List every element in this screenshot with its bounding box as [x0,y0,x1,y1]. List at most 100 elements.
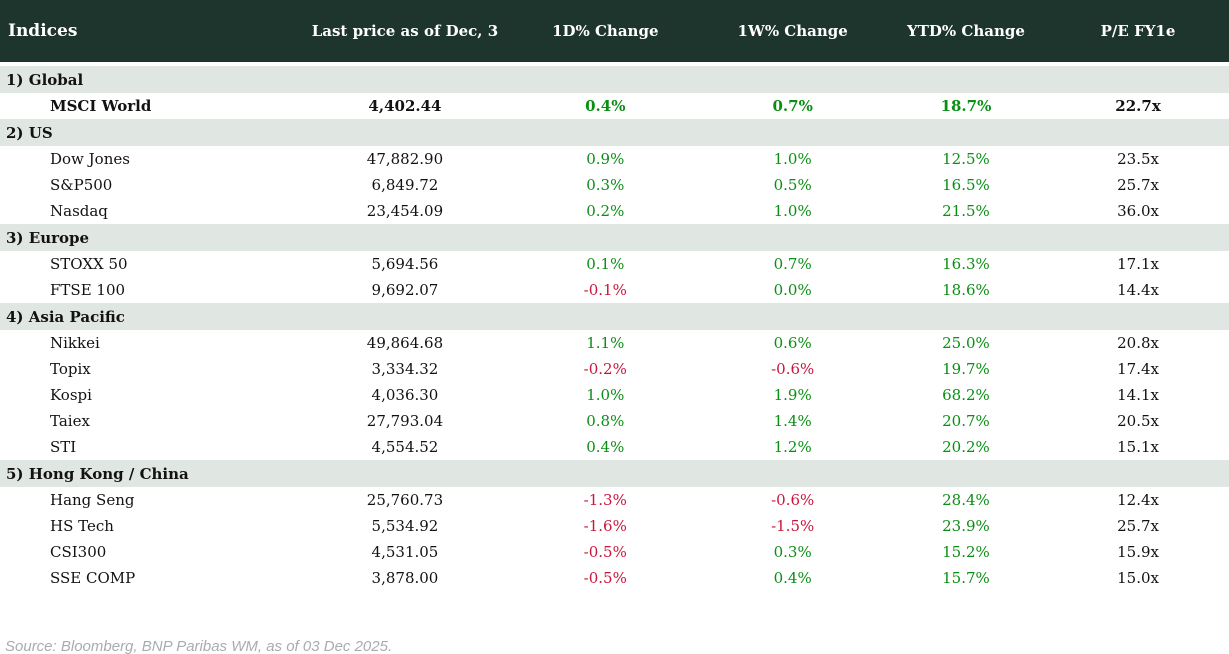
table-row: SSE COMP 3,878.00 -0.5% 0.4% 15.7% 15.0x [0,565,1229,591]
ytd-change-cell: 15.2% [884,539,1048,565]
source-note: Source: Bloomberg, BNP Paribas WM, as of… [5,638,393,654]
index-name-cell: HS Tech [0,513,300,539]
ytd-change-cell: 23.9% [884,513,1048,539]
index-name-cell: FTSE 100 [0,277,300,303]
section-label: 2) US [0,119,1229,146]
index-name-cell: Topix [0,356,300,382]
pe-cell: 17.4x [1047,356,1229,382]
index-name-cell: STOXX 50 [0,251,300,277]
table-row: Hang Seng 25,760.73 -1.3% -0.6% 28.4% 12.4x [0,487,1229,513]
w1-change-cell: 0.7% [700,251,885,277]
d1-change-cell: -1.6% [510,513,701,539]
last-price-cell: 3,334.32 [299,356,511,382]
pe-cell: 12.4x [1047,487,1229,513]
d1-change-cell: 0.2% [510,198,701,224]
section-label: 3) Europe [0,224,1229,251]
last-price-cell: 4,402.44 [299,93,511,119]
column-header: Last price as of Dec, 3 [299,0,511,62]
index-name-cell: CSI300 [0,539,300,565]
pe-cell: 15.0x [1047,565,1229,591]
d1-change-cell: 0.3% [510,172,701,198]
d1-change-cell: 0.8% [510,408,701,434]
table-row: HS Tech 5,534.92 -1.6% -1.5% 23.9% 25.7x [0,513,1229,539]
table-row: S&P500 6,849.72 0.3% 0.5% 16.5% 25.7x [0,172,1229,198]
table-row: MSCI World 4,402.44 0.4% 0.7% 18.7% 22.7x [0,93,1229,119]
w1-change-cell: 0.5% [700,172,885,198]
last-price-cell: 4,531.05 [299,539,511,565]
pe-cell: 14.4x [1047,277,1229,303]
ytd-change-cell: 16.5% [884,172,1048,198]
spacer-cell [0,62,1229,66]
index-name-cell: STI [0,434,300,460]
pe-cell: 36.0x [1047,198,1229,224]
d1-change-cell: 0.4% [510,434,701,460]
w1-change-cell: 0.3% [700,539,885,565]
d1-change-cell: 1.0% [510,382,701,408]
ytd-change-cell: 68.2% [884,382,1048,408]
pe-cell: 22.7x [1047,93,1229,119]
column-header: YTD% Change [884,0,1048,62]
w1-change-cell: 1.0% [700,146,885,172]
index-name-cell: Nasdaq [0,198,300,224]
w1-change-cell: 0.4% [700,565,885,591]
w1-change-cell: 1.0% [700,198,885,224]
pe-cell: 23.5x [1047,146,1229,172]
last-price-cell: 25,760.73 [299,487,511,513]
w1-change-cell: 0.0% [700,277,885,303]
w1-change-cell: 0.7% [700,93,885,119]
d1-change-cell: 0.9% [510,146,701,172]
index-name-cell: Dow Jones [0,146,300,172]
section-label: 1) Global [0,66,1229,93]
index-name-cell: Nikkei [0,330,300,356]
d1-change-cell: -0.1% [510,277,701,303]
last-price-cell: 5,534.92 [299,513,511,539]
pe-cell: 15.9x [1047,539,1229,565]
pe-cell: 14.1x [1047,382,1229,408]
indices-table: Indices Last price as of Dec, 3 1D% Change… [0,0,1229,591]
ytd-change-cell: 18.6% [884,277,1048,303]
pe-cell: 25.7x [1047,513,1229,539]
index-name-cell: MSCI World [0,93,300,119]
last-price-cell: 9,692.07 [299,277,511,303]
last-price-cell: 3,878.00 [299,565,511,591]
section-row: 1) Global [0,66,1229,93]
section-row: 5) Hong Kong / China [0,460,1229,487]
table-row: Nasdaq 23,454.09 0.2% 1.0% 21.5% 36.0x [0,198,1229,224]
d1-change-cell: -0.5% [510,539,701,565]
d1-change-cell: -1.3% [510,487,701,513]
w1-change-cell: -1.5% [700,513,885,539]
table-row: Kospi 4,036.30 1.0% 1.9% 68.2% 14.1x [0,382,1229,408]
ytd-change-cell: 15.7% [884,565,1048,591]
section-row: 4) Asia Pacific [0,303,1229,330]
index-name-cell: S&P500 [0,172,300,198]
ytd-change-cell: 21.5% [884,198,1048,224]
w1-change-cell: 1.4% [700,408,885,434]
last-price-cell: 4,036.30 [299,382,511,408]
table-header: Indices Last price as of Dec, 3 1D% Change… [0,0,1229,62]
ytd-change-cell: 25.0% [884,330,1048,356]
table-row: Taiex 27,793.04 0.8% 1.4% 20.7% 20.5x [0,408,1229,434]
ytd-change-cell: 20.7% [884,408,1048,434]
pe-cell: 20.5x [1047,408,1229,434]
last-price-cell: 47,882.90 [299,146,511,172]
table-row: Dow Jones 47,882.90 0.9% 1.0% 12.5% 23.5x [0,146,1229,172]
table-row: Nikkei 49,864.68 1.1% 0.6% 25.0% 20.8x [0,330,1229,356]
ytd-change-cell: 20.2% [884,434,1048,460]
index-name-cell: Hang Seng [0,487,300,513]
ytd-change-cell: 16.3% [884,251,1048,277]
table-row: FTSE 100 9,692.07 -0.1% 0.0% 18.6% 14.4x [0,277,1229,303]
table-row: CSI300 4,531.05 -0.5% 0.3% 15.2% 15.9x [0,539,1229,565]
d1-change-cell: -0.2% [510,356,701,382]
section-row: 3) Europe [0,224,1229,251]
ytd-change-cell: 12.5% [884,146,1048,172]
ytd-change-cell: 28.4% [884,487,1048,513]
w1-change-cell: -0.6% [700,487,885,513]
ytd-change-cell: 18.7% [884,93,1048,119]
index-name-cell: Kospi [0,382,300,408]
d1-change-cell: 1.1% [510,330,701,356]
column-header: Indices [0,0,300,62]
pe-cell: 25.7x [1047,172,1229,198]
table-row: STI 4,554.52 0.4% 1.2% 20.2% 15.1x [0,434,1229,460]
column-header: 1W% Change [700,0,885,62]
